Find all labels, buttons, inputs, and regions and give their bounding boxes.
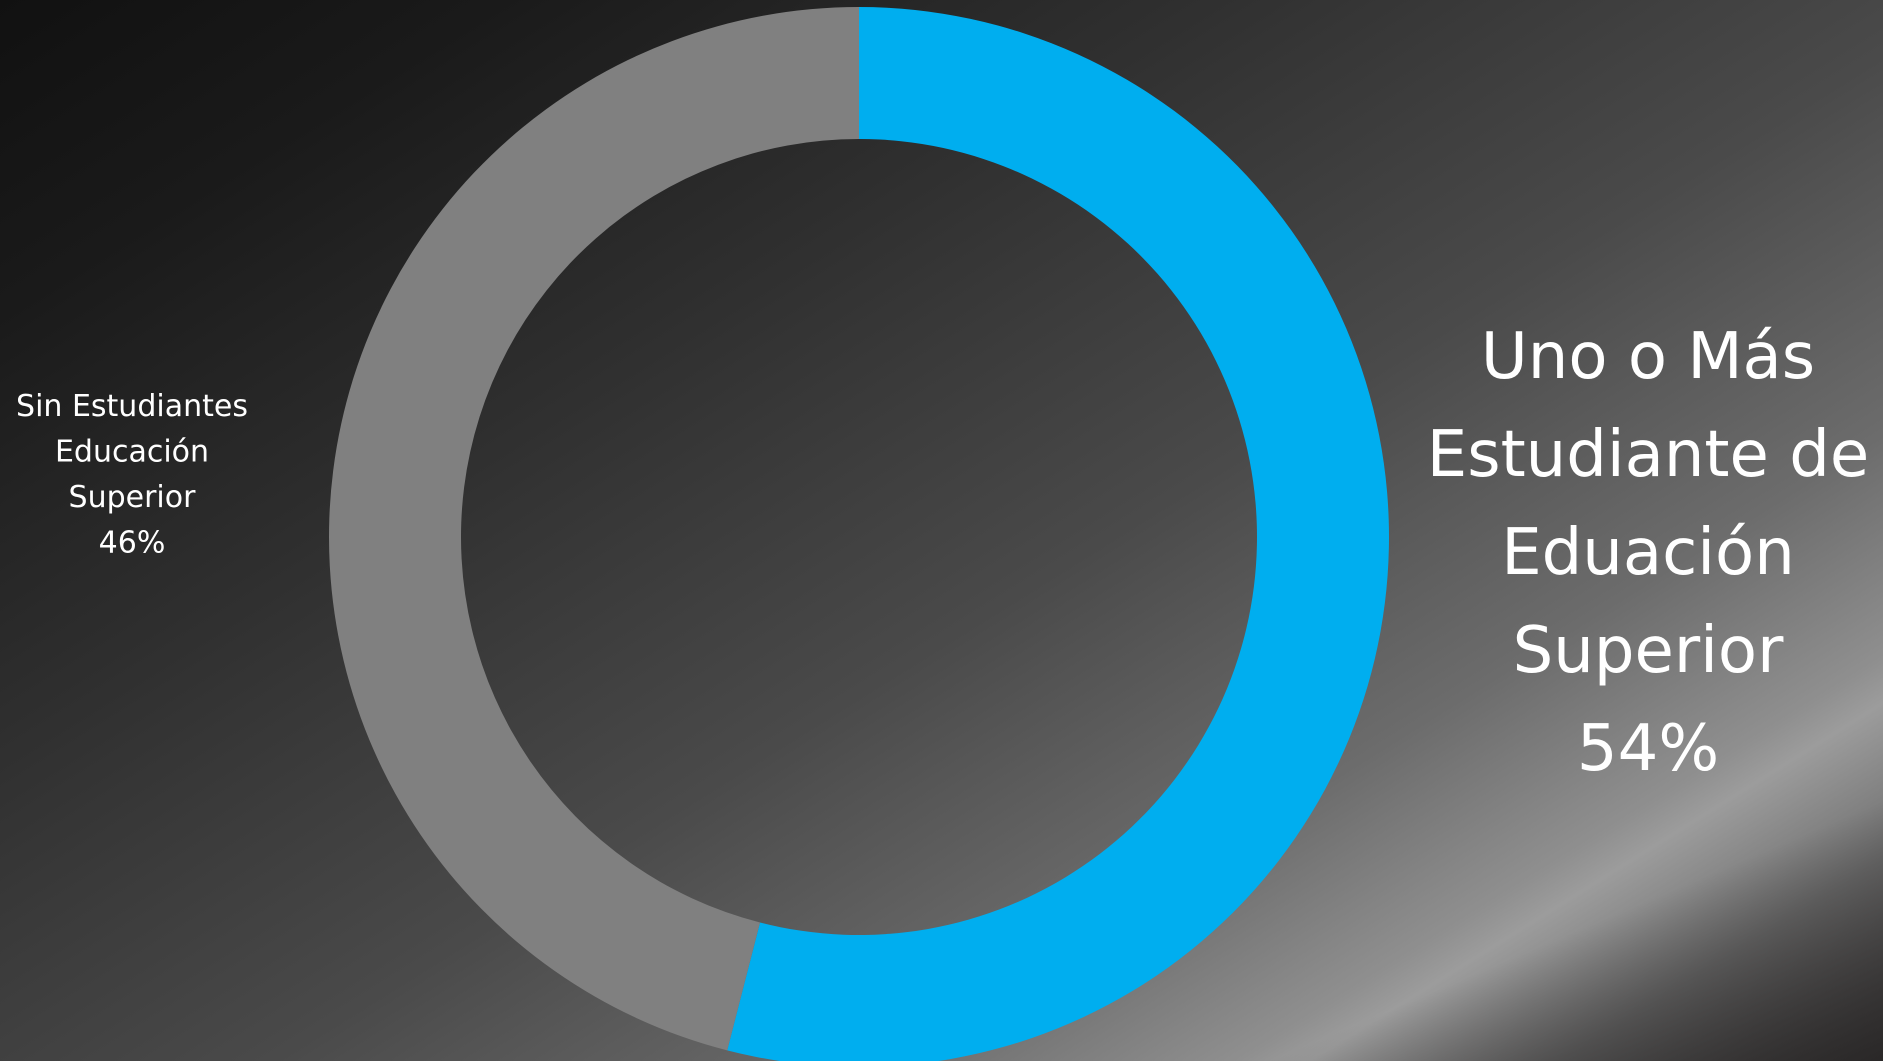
slice-label-line: Educación bbox=[55, 435, 209, 470]
slice-label-line: Superior bbox=[69, 480, 197, 515]
labels-group: Uno o Más Estudiante de Eduación Superior 54… bbox=[16, 320, 1869, 786]
slice-label-line: Eduación bbox=[1501, 516, 1795, 590]
slice-value-label-0: 54% bbox=[1577, 712, 1719, 786]
slice-label-line: Sin Estudiantes bbox=[16, 389, 248, 424]
slice-label-1: Sin Estudiantes Educación Superior 46% bbox=[16, 389, 248, 561]
slice-value-label-1: 46% bbox=[99, 526, 166, 561]
slice-label-line: Estudiante de bbox=[1427, 418, 1869, 492]
doughnut-slice-0 bbox=[727, 7, 1389, 1061]
slices-group bbox=[328, 7, 1389, 1061]
slice-label-line: Superior bbox=[1513, 614, 1784, 688]
slice-label-line: Uno o Más bbox=[1481, 320, 1815, 394]
doughnut-slice-1 bbox=[328, 7, 860, 1051]
slice-label-0: Uno o Más Estudiante de Eduación Superior 54… bbox=[1427, 320, 1869, 786]
